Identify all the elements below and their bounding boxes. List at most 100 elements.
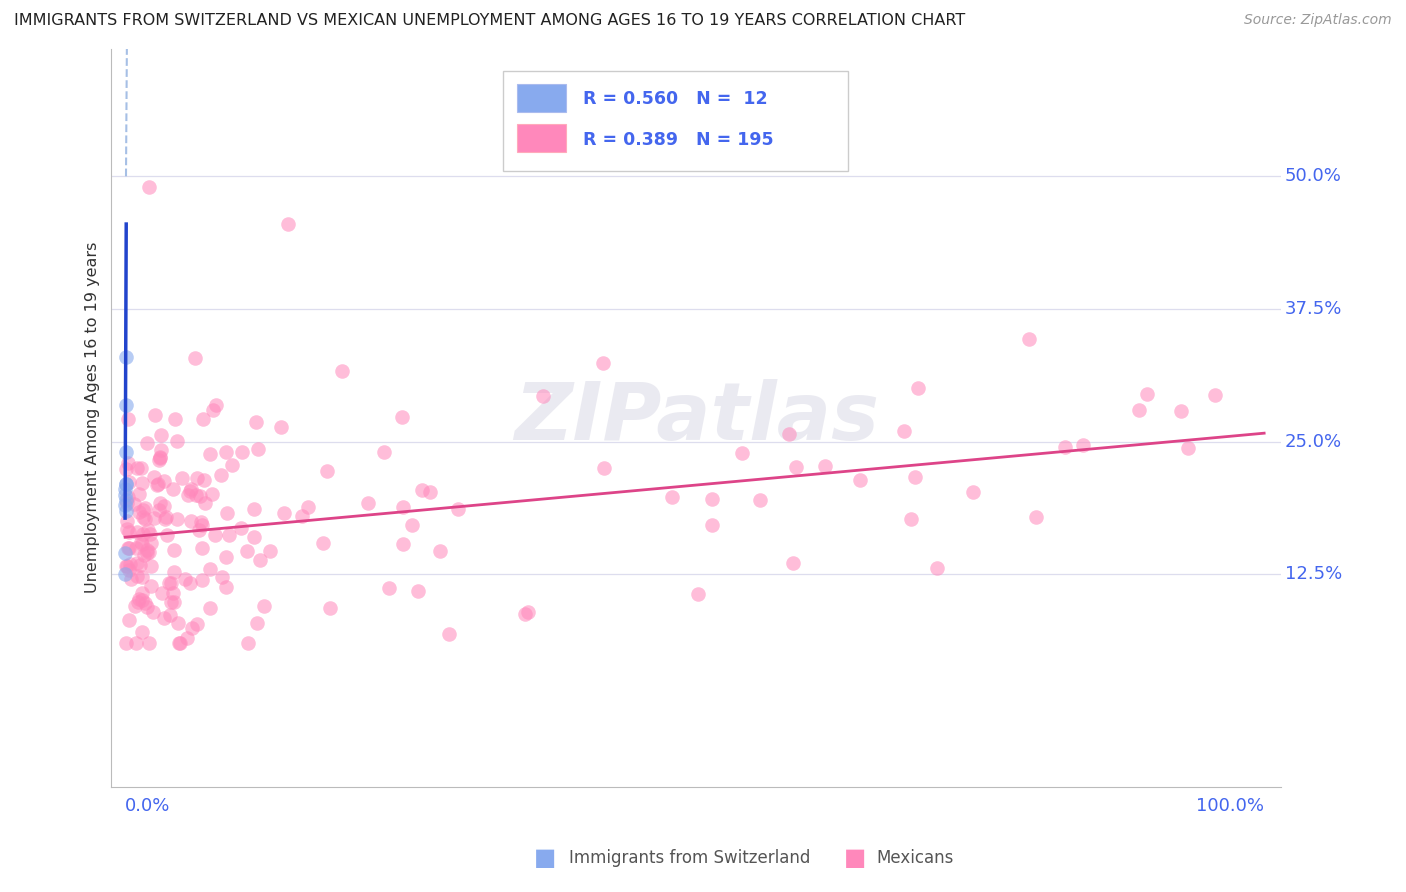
- Point: [242, 530, 264, 544]
- Point: [136, 436, 159, 450]
- Bar: [517, 124, 567, 153]
- Text: 25.0%: 25.0%: [1285, 433, 1341, 450]
- Point: [229, 521, 252, 535]
- Point: [907, 381, 929, 395]
- Point: [180, 514, 202, 528]
- Point: [160, 595, 183, 609]
- Point: [215, 445, 238, 459]
- Text: R = 0.560   N =  12: R = 0.560 N = 12: [583, 90, 768, 108]
- Point: [118, 475, 141, 489]
- Point: [157, 576, 180, 591]
- Text: 12.5%: 12.5%: [1285, 566, 1341, 583]
- Point: [120, 573, 142, 587]
- Point: [245, 415, 267, 429]
- Point: [411, 483, 433, 498]
- Point: [149, 451, 172, 466]
- Text: Source: ZipAtlas.com: Source: ZipAtlas.com: [1244, 13, 1392, 28]
- Point: [191, 573, 214, 587]
- Point: [134, 596, 156, 610]
- Point: [357, 496, 380, 510]
- Point: [128, 505, 150, 519]
- Point: [406, 583, 429, 598]
- Point: [172, 471, 194, 485]
- Point: [129, 534, 152, 549]
- Point: [180, 482, 202, 496]
- Point: [273, 506, 295, 520]
- Point: [114, 477, 136, 491]
- Point: [162, 586, 184, 600]
- Point: [115, 462, 138, 476]
- Point: [186, 488, 208, 502]
- Point: [201, 402, 224, 417]
- Point: [115, 350, 138, 364]
- Point: [132, 502, 155, 516]
- Text: ■: ■: [534, 847, 557, 870]
- Point: [163, 566, 186, 580]
- Point: [702, 491, 724, 506]
- Point: [125, 636, 148, 650]
- Point: [139, 536, 162, 550]
- Point: [152, 611, 174, 625]
- Point: [201, 486, 224, 500]
- Point: [332, 364, 354, 378]
- Text: ZIPatlas: ZIPatlas: [513, 379, 879, 457]
- Point: [132, 548, 155, 562]
- Point: [1018, 332, 1040, 346]
- Point: [153, 512, 176, 526]
- Point: [401, 517, 423, 532]
- Point: [165, 412, 187, 426]
- Point: [1025, 510, 1047, 524]
- Point: [198, 601, 221, 615]
- Point: [221, 458, 243, 472]
- Point: [115, 522, 138, 536]
- Point: [249, 553, 271, 567]
- Point: [149, 450, 172, 464]
- Point: [893, 425, 915, 439]
- Point: [114, 488, 136, 502]
- FancyBboxPatch shape: [503, 71, 848, 170]
- Point: [194, 496, 217, 510]
- Point: [236, 543, 259, 558]
- Point: [200, 562, 222, 576]
- Point: [128, 592, 150, 607]
- Point: [148, 477, 170, 491]
- Point: [517, 605, 540, 619]
- Point: [1071, 437, 1094, 451]
- Point: [150, 428, 173, 442]
- Point: [204, 528, 226, 542]
- Point: [190, 518, 212, 533]
- Point: [115, 493, 138, 508]
- Point: [253, 599, 276, 613]
- Point: [174, 573, 197, 587]
- Point: [143, 409, 166, 423]
- Point: [392, 537, 415, 551]
- Text: Immigrants from Switzerland: Immigrants from Switzerland: [569, 849, 811, 867]
- Point: [124, 497, 146, 511]
- Point: [156, 528, 179, 542]
- Point: [246, 615, 269, 630]
- Point: [177, 488, 200, 502]
- Point: [117, 541, 139, 555]
- Point: [118, 525, 141, 540]
- Point: [188, 489, 211, 503]
- Point: [319, 600, 342, 615]
- Point: [162, 482, 184, 496]
- Point: [373, 445, 395, 459]
- Point: [1204, 387, 1226, 401]
- Point: [149, 496, 172, 510]
- Point: [1170, 403, 1192, 417]
- Point: [592, 356, 614, 370]
- Point: [849, 474, 872, 488]
- Point: [377, 581, 399, 595]
- Point: [146, 478, 169, 492]
- Point: [188, 523, 211, 537]
- Point: [782, 556, 804, 570]
- Point: [904, 469, 927, 483]
- Point: [114, 397, 136, 411]
- Point: [391, 409, 413, 424]
- Point: [114, 477, 136, 491]
- Point: [118, 613, 141, 627]
- Point: [193, 473, 215, 487]
- Point: [142, 605, 165, 619]
- Point: [962, 485, 984, 500]
